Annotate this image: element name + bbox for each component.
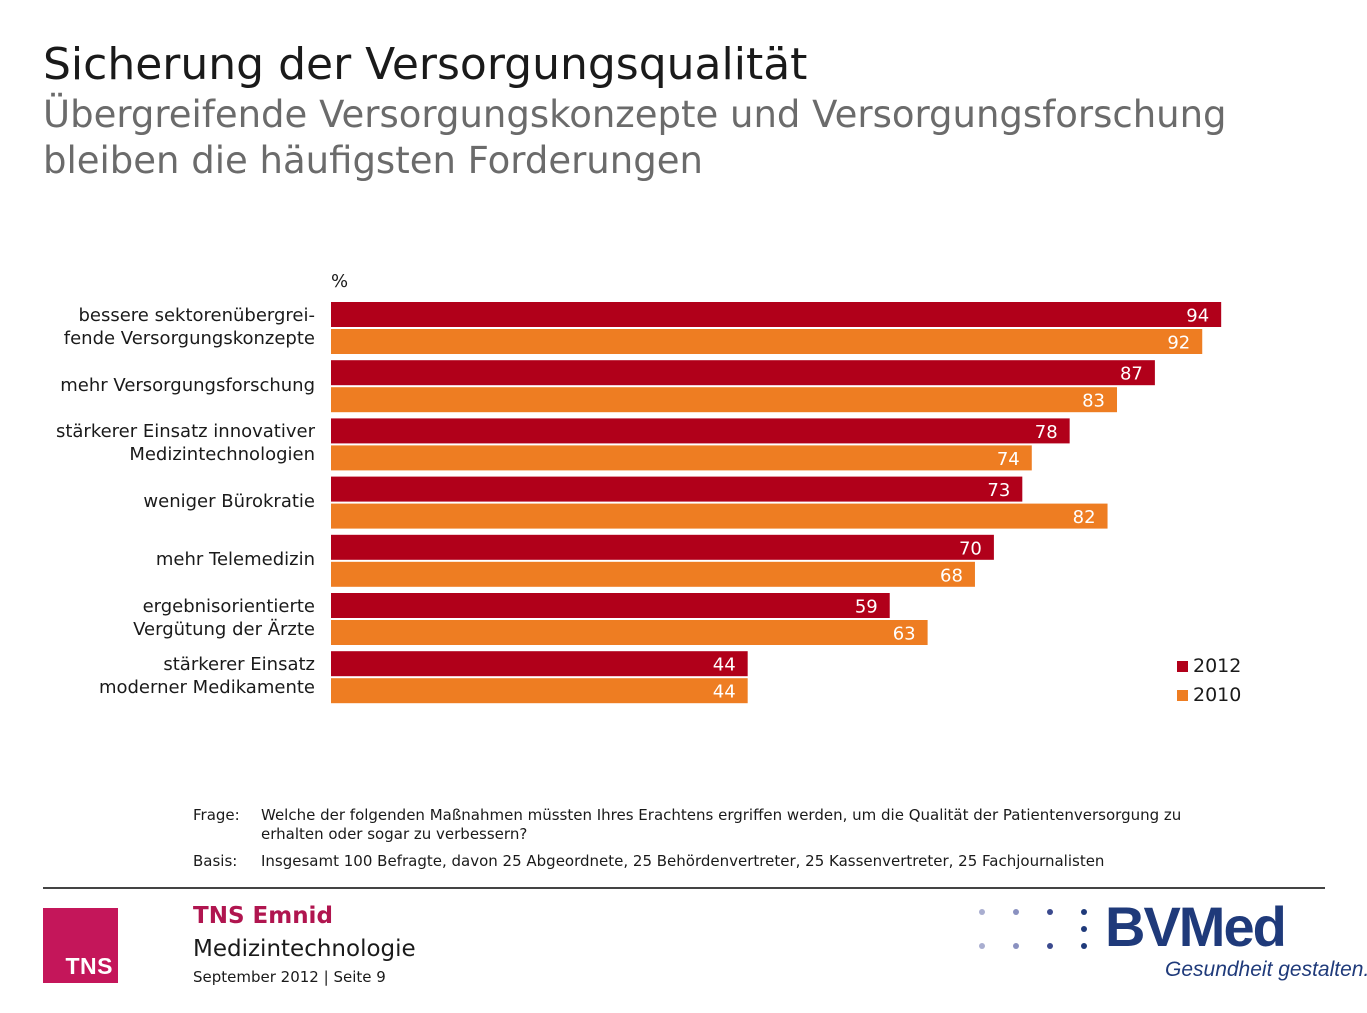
basis-label: Basis: — [193, 852, 238, 870]
bar-2010 — [331, 387, 1118, 413]
data-label: 44 — [713, 682, 736, 703]
logo-dot — [979, 909, 985, 915]
data-label: 94 — [1186, 306, 1209, 327]
data-label: 63 — [893, 624, 916, 645]
data-label: 74 — [997, 449, 1020, 470]
bar-2012 — [331, 360, 1155, 386]
bar-2012 — [331, 418, 1070, 444]
category-label-line: weniger Bürokratie — [143, 491, 315, 513]
category-label: stärkerer Einsatz moderner Medikamente — [99, 653, 315, 699]
legend-label: 2010 — [1193, 684, 1242, 706]
category-label-line: Vergütung der Ärzte — [133, 619, 315, 640]
logo-dot — [1081, 943, 1087, 949]
category-label-line: ergebnisorientierte — [142, 596, 315, 617]
legend-label: 2012 — [1193, 655, 1242, 677]
legend-swatch — [1177, 661, 1188, 672]
unit-label: % — [331, 271, 348, 292]
legend-item-2012: 2012 — [1177, 655, 1241, 677]
data-label: 92 — [1167, 333, 1190, 354]
bar-2012 — [331, 651, 748, 677]
bvmed-tagline: Gesundheit gestalten. — [1165, 958, 1367, 981]
bar-2012 — [331, 534, 994, 560]
logo-dot — [1013, 943, 1019, 949]
legend-swatch — [1177, 690, 1188, 701]
data-label: 78 — [1035, 422, 1058, 443]
category-label: stärkerer Einsatz innovativer Medizintech… — [56, 420, 315, 466]
data-label: 83 — [1082, 391, 1105, 412]
bar-chart: % 94 92 87 83 78 74 73 82 70 68 59 63 44 44 — [331, 271, 1222, 704]
tns-logo-text: TNS — [65, 953, 113, 979]
date-page-info: September 2012 | Seite 9 — [193, 968, 386, 986]
bar-2010 — [331, 678, 748, 704]
bar-2010 — [331, 503, 1108, 529]
data-label: 82 — [1073, 507, 1096, 528]
bar-2012 — [331, 302, 1222, 327]
survey-notes: Frage: Welche der folgenden Maßnahmen mü… — [193, 806, 1233, 879]
logo-dot — [979, 943, 985, 949]
basis-text: Insgesamt 100 Befragte, davon 25 Abgeord… — [261, 852, 1105, 870]
department-name: Medizintechnologie — [193, 936, 416, 962]
category-label-line: stärkerer Einsatz innovativer — [55, 421, 315, 443]
tns-logo: TNS — [43, 908, 118, 983]
page-subtitle: Übergreifende Versorgungskonzepte und Ve… — [43, 93, 1227, 182]
logo-dot — [1081, 926, 1087, 932]
category-label-line: stärkerer Einsatz — [163, 654, 315, 676]
bvmed-logo-text: BVMed — [1105, 895, 1287, 958]
category-label-line: moderner Medikamente — [98, 677, 315, 699]
bar-2010 — [331, 620, 928, 645]
bar-2012 — [331, 593, 890, 618]
category-label: mehr Telemedizin — [156, 548, 315, 571]
category-label-line: mehr Telemedizin — [155, 549, 315, 571]
category-label: weniger Bürokratie — [143, 490, 315, 513]
question-text: Welche der folgenden Maßnahmen müssten I… — [261, 806, 1182, 843]
data-label: 68 — [940, 565, 963, 586]
bvmed-logo: BVMed Gesundheit gestalten. — [975, 895, 1367, 990]
logo-dot — [1081, 909, 1087, 915]
logo-dot — [1047, 909, 1053, 915]
bar-2010 — [331, 329, 1203, 354]
logo-dot — [1013, 909, 1019, 915]
data-label: 73 — [987, 480, 1010, 501]
category-label: bessere sektorenübergrei-fende Versorgun… — [64, 304, 315, 350]
data-label: 70 — [959, 538, 982, 559]
category-label: mehr Versorgungsforschung — [60, 374, 315, 397]
category-label-line: fende Versorgungskonzepte — [63, 328, 315, 349]
data-label: 59 — [855, 597, 878, 618]
logo-dot — [1047, 943, 1053, 949]
brand-name: TNS Emnid — [193, 903, 333, 929]
page-title: Sicherung der Versorgungsqualität — [43, 39, 808, 90]
data-label: 87 — [1120, 364, 1143, 385]
legend-item-2010: 2010 — [1177, 684, 1241, 706]
category-label: ergebnisorientierte Vergütung der Ärzte — [133, 595, 315, 641]
category-label-line: bessere sektorenübergrei- — [78, 305, 315, 326]
category-label-line: Medizintechnologien — [129, 444, 315, 466]
bar-2010 — [331, 445, 1032, 471]
bar-2012 — [331, 476, 1023, 502]
question-label: Frage: — [193, 806, 240, 824]
category-label-line: mehr Versorgungsforschung — [60, 374, 315, 396]
bar-2010 — [331, 561, 975, 587]
data-label: 44 — [713, 655, 736, 676]
footer-divider — [43, 887, 1325, 889]
